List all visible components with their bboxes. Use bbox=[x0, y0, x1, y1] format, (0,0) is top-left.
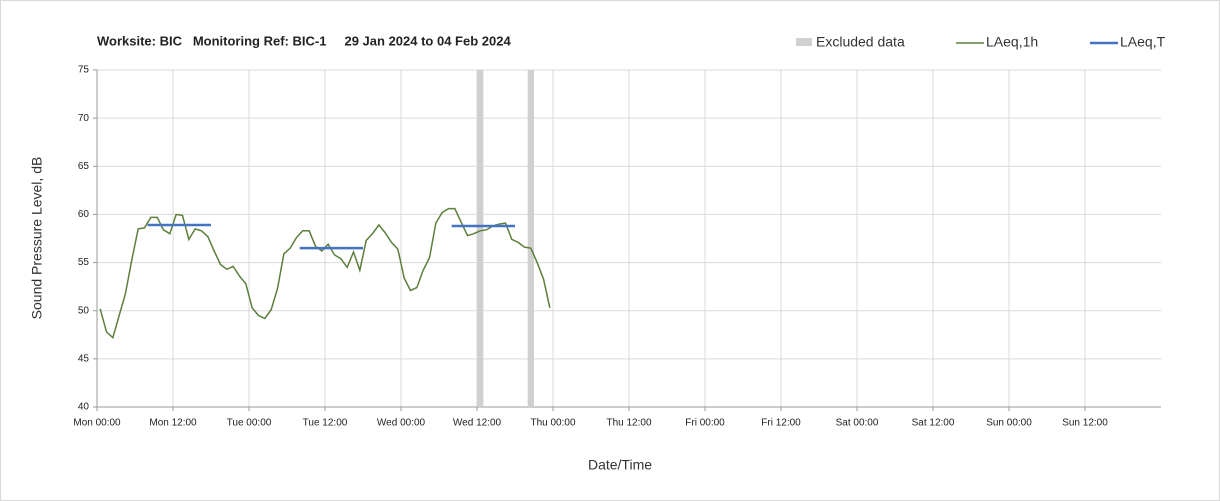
x-tick-label: Thu 12:00 bbox=[606, 418, 651, 429]
y-tick-label: 70 bbox=[78, 113, 90, 124]
x-tick-label: Wed 12:00 bbox=[453, 418, 502, 429]
legend-swatch bbox=[796, 38, 812, 46]
x-tick-label: Tue 00:00 bbox=[227, 418, 272, 429]
y-tick-label: 65 bbox=[78, 161, 90, 172]
y-tick-label: 40 bbox=[78, 402, 90, 413]
y-tick-label: 50 bbox=[78, 305, 90, 316]
legend-label: LAeq,1h bbox=[986, 34, 1038, 50]
x-tick-label: Tue 12:00 bbox=[303, 418, 348, 429]
x-tick-label: Fri 00:00 bbox=[685, 418, 725, 429]
x-tick-label: Sat 00:00 bbox=[836, 418, 879, 429]
excluded-band bbox=[477, 70, 484, 407]
legend-label: LAeq,T bbox=[1120, 34, 1166, 50]
x-tick-label: Mon 00:00 bbox=[73, 418, 121, 429]
legend-label: Excluded data bbox=[816, 34, 905, 50]
x-tick-label: Wed 00:00 bbox=[377, 418, 426, 429]
y-tick-label: 75 bbox=[78, 65, 90, 76]
x-tick-label: Sun 12:00 bbox=[1062, 418, 1108, 429]
x-tick-label: Fri 12:00 bbox=[761, 418, 801, 429]
x-tick-label: Sat 12:00 bbox=[912, 418, 955, 429]
y-axis-title: Sound Pressure Level, dB bbox=[29, 157, 45, 320]
chart-title: Worksite: BIC Monitoring Ref: BIC-1 29 J… bbox=[97, 33, 511, 48]
y-tick-label: 60 bbox=[78, 209, 90, 220]
excluded-band bbox=[527, 70, 534, 407]
x-tick-label: Mon 12:00 bbox=[149, 418, 197, 429]
y-tick-label: 45 bbox=[78, 353, 90, 364]
x-tick-label: Sun 00:00 bbox=[986, 418, 1032, 429]
series-line bbox=[147, 223, 515, 250]
x-tick-label: Thu 00:00 bbox=[530, 418, 575, 429]
x-axis-title: Date/Time bbox=[588, 457, 652, 473]
y-tick-label: 55 bbox=[78, 257, 90, 268]
